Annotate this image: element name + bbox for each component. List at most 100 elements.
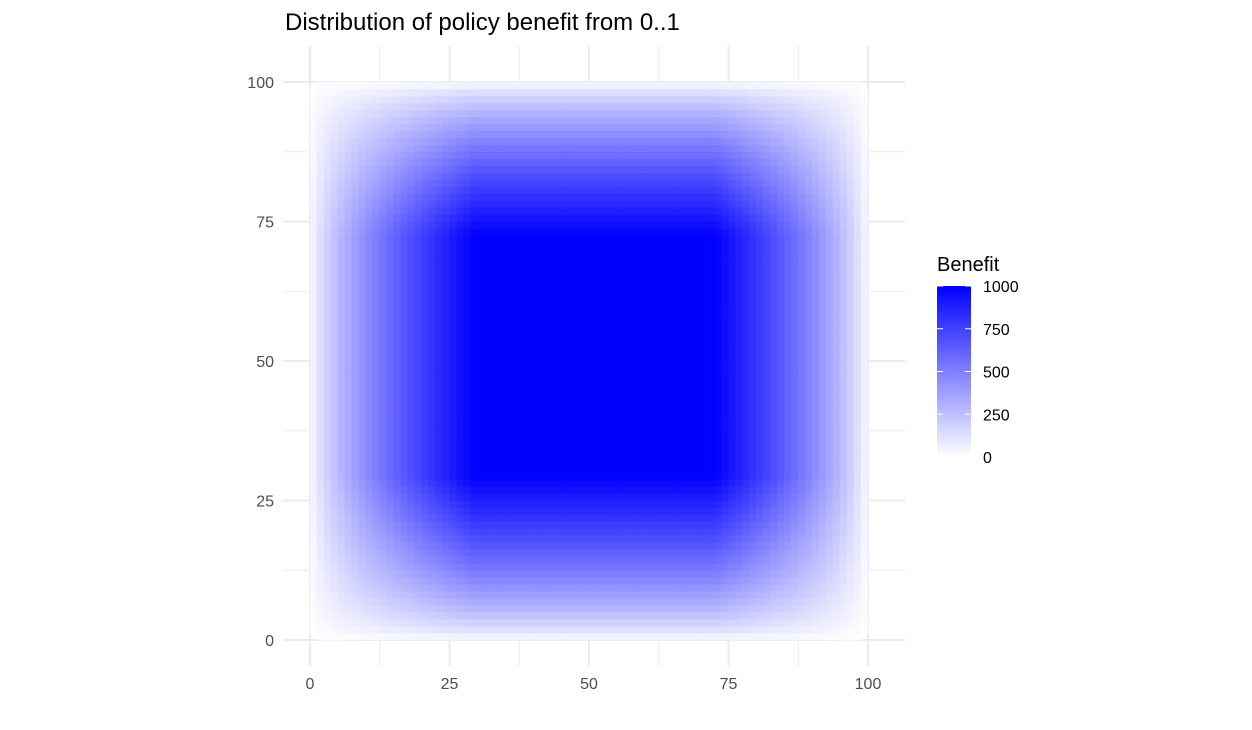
heatmap-tile — [539, 569, 548, 578]
heatmap-tile — [421, 597, 429, 606]
heatmap-tile — [351, 151, 360, 160]
heatmap-tile — [372, 186, 381, 194]
heatmap-tile — [546, 116, 555, 125]
heatmap-tile — [616, 528, 625, 536]
heatmap-tile — [351, 130, 360, 139]
heatmap-tile — [477, 123, 485, 132]
heatmap-tile — [386, 165, 394, 173]
heatmap-tile — [435, 123, 443, 132]
heatmap-tile — [560, 569, 569, 578]
heatmap-tile — [344, 374, 353, 383]
heatmap-tile — [602, 374, 611, 383]
heatmap-tile — [735, 395, 743, 404]
heatmap-tile — [658, 339, 667, 348]
heatmap-tile — [442, 500, 450, 508]
heatmap-tile — [574, 604, 583, 613]
heatmap-tile — [435, 332, 443, 341]
heatmap-tile — [735, 535, 743, 543]
heatmap-tile — [665, 88, 673, 97]
heatmap-tile — [658, 346, 667, 355]
heatmap-tile — [456, 123, 464, 132]
heatmap-tile — [393, 123, 401, 132]
heatmap-tile — [721, 249, 729, 257]
heatmap-tile — [435, 430, 443, 439]
heatmap-tile — [518, 590, 527, 599]
heatmap-tile — [735, 332, 743, 341]
heatmap-tile — [735, 235, 743, 243]
heatmap-tile — [491, 430, 499, 439]
heatmap-tile — [539, 381, 548, 390]
heatmap-tile — [525, 277, 534, 285]
heatmap-tile — [442, 200, 450, 208]
heatmap-tile — [372, 451, 381, 459]
heatmap-tile — [658, 535, 667, 543]
heatmap-tile — [407, 297, 415, 306]
heatmap-tile — [658, 562, 667, 571]
heatmap-tile — [623, 109, 632, 118]
heatmap-tile — [588, 528, 597, 536]
heatmap-tile — [407, 416, 415, 425]
heatmap-tile — [546, 123, 555, 132]
heatmap-tile — [435, 88, 443, 97]
heatmap-tile — [693, 360, 701, 369]
heatmap-tile — [449, 374, 457, 383]
heatmap-tile — [456, 528, 464, 536]
heatmap-tile — [714, 374, 722, 383]
heatmap-tile — [372, 556, 381, 564]
heatmap-tile — [484, 451, 492, 459]
heatmap-tile — [595, 576, 604, 585]
heatmap-tile — [672, 444, 680, 452]
heatmap-tile — [602, 611, 611, 620]
heatmap-tile — [728, 430, 736, 439]
heatmap-tile — [588, 332, 597, 341]
heatmap-tile — [700, 549, 708, 557]
heatmap-tile — [707, 214, 715, 222]
heatmap-tile — [456, 200, 464, 208]
heatmap-tile — [616, 332, 625, 341]
heatmap-tile — [574, 451, 583, 459]
heatmap-tile — [714, 88, 722, 97]
heatmap-tile — [637, 200, 646, 208]
heatmap-tile — [358, 318, 367, 327]
heatmap-tile — [658, 556, 667, 564]
heatmap-tile — [379, 618, 388, 627]
heatmap-tile — [637, 123, 646, 132]
heatmap-tile — [630, 576, 639, 585]
heatmap-tile — [470, 521, 478, 529]
heatmap-tile — [491, 535, 499, 543]
heatmap-tile — [630, 277, 639, 285]
heatmap-tile — [637, 597, 646, 606]
heatmap-tile — [323, 395, 332, 404]
heatmap-tile — [344, 493, 353, 501]
heatmap-tile — [505, 235, 513, 243]
heatmap-tile — [400, 583, 408, 592]
heatmap-tile — [595, 367, 604, 376]
heatmap-tile — [511, 549, 520, 557]
heatmap-tile — [351, 325, 360, 334]
heatmap-tile — [407, 479, 415, 487]
heatmap-tile — [707, 123, 715, 132]
heatmap-tile — [442, 325, 450, 334]
heatmap-tile — [623, 549, 632, 557]
heatmap-tile — [505, 290, 513, 299]
heatmap-tile — [379, 290, 388, 299]
heatmap-tile — [484, 290, 492, 299]
heatmap-tile — [679, 437, 687, 445]
heatmap-tile — [693, 507, 701, 515]
heatmap-tile — [728, 611, 736, 620]
heatmap-tile — [456, 465, 464, 473]
heatmap-tile — [393, 304, 401, 313]
heatmap-tile — [658, 102, 667, 111]
heatmap-tile — [386, 493, 394, 501]
heatmap-tile — [518, 130, 527, 139]
heatmap-tile — [539, 507, 548, 515]
heatmap-tile — [428, 632, 436, 641]
heatmap-tile — [428, 193, 436, 201]
heatmap-tile — [511, 611, 520, 620]
heatmap-tile — [693, 409, 701, 418]
heatmap-tile — [470, 151, 478, 160]
heatmap-tile — [651, 465, 660, 473]
heatmap-tile — [539, 214, 548, 222]
heatmap-tile — [323, 158, 332, 166]
heatmap-tile — [707, 88, 715, 97]
